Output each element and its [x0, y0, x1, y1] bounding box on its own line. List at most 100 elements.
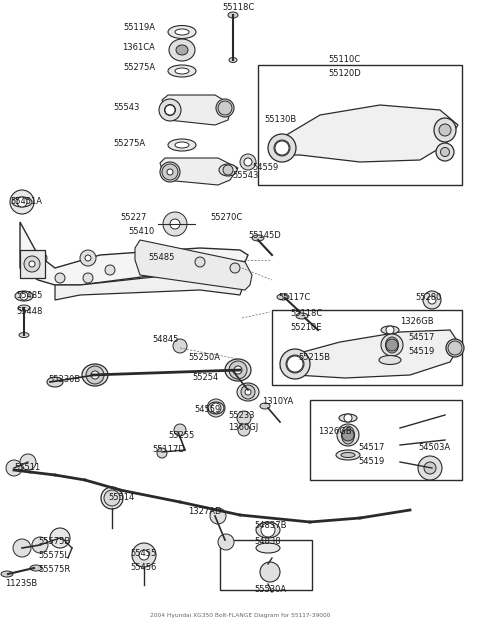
- Text: 1327AD: 1327AD: [188, 508, 221, 516]
- Text: 55514: 55514: [108, 494, 134, 502]
- Text: 55575L: 55575L: [38, 551, 69, 561]
- Text: 55275A: 55275A: [123, 64, 155, 72]
- Circle shape: [10, 190, 34, 214]
- Circle shape: [105, 265, 115, 275]
- Circle shape: [218, 534, 234, 550]
- Ellipse shape: [252, 235, 264, 241]
- Text: 55230B: 55230B: [48, 376, 80, 384]
- Text: 1360GJ: 1360GJ: [228, 424, 258, 432]
- Bar: [272, 310, 462, 385]
- Circle shape: [29, 261, 35, 267]
- Text: 55543: 55543: [232, 171, 258, 179]
- Circle shape: [163, 212, 187, 236]
- Text: 55119A: 55119A: [123, 24, 155, 32]
- Circle shape: [386, 339, 398, 351]
- Circle shape: [245, 389, 251, 395]
- Ellipse shape: [82, 364, 108, 386]
- Ellipse shape: [277, 294, 289, 300]
- Text: 55455: 55455: [130, 549, 156, 559]
- Circle shape: [86, 366, 104, 384]
- Ellipse shape: [439, 124, 451, 136]
- Ellipse shape: [434, 118, 456, 142]
- Ellipse shape: [229, 58, 237, 63]
- Ellipse shape: [381, 334, 403, 356]
- Circle shape: [55, 273, 65, 283]
- Circle shape: [104, 490, 120, 506]
- Text: 55117C: 55117C: [278, 294, 310, 302]
- Circle shape: [207, 399, 225, 417]
- Ellipse shape: [336, 450, 360, 460]
- Polygon shape: [135, 240, 252, 290]
- Circle shape: [448, 341, 462, 355]
- Ellipse shape: [379, 356, 401, 364]
- Text: 55485: 55485: [148, 254, 174, 262]
- Circle shape: [423, 291, 441, 309]
- Ellipse shape: [436, 143, 454, 161]
- Ellipse shape: [341, 452, 355, 458]
- Circle shape: [261, 523, 275, 537]
- Circle shape: [344, 414, 352, 422]
- Circle shape: [234, 366, 242, 374]
- Ellipse shape: [175, 29, 189, 35]
- Circle shape: [244, 158, 252, 166]
- Circle shape: [162, 164, 178, 180]
- Circle shape: [240, 154, 256, 170]
- Bar: [258, 65, 462, 185]
- Circle shape: [91, 371, 99, 379]
- Text: 55575B: 55575B: [38, 538, 70, 546]
- Ellipse shape: [175, 68, 189, 74]
- Circle shape: [229, 361, 247, 379]
- Circle shape: [218, 101, 232, 115]
- Circle shape: [173, 339, 187, 353]
- Ellipse shape: [219, 164, 237, 176]
- Text: 54837B: 54837B: [254, 521, 287, 531]
- Ellipse shape: [237, 383, 259, 401]
- Polygon shape: [20, 222, 248, 285]
- Text: 54838: 54838: [254, 538, 281, 546]
- Circle shape: [50, 528, 70, 548]
- Circle shape: [24, 256, 40, 272]
- Text: 55280: 55280: [415, 294, 442, 302]
- Circle shape: [287, 356, 303, 372]
- Bar: [310, 400, 462, 480]
- Ellipse shape: [268, 134, 296, 162]
- Ellipse shape: [169, 39, 195, 61]
- Ellipse shape: [30, 565, 42, 571]
- Ellipse shape: [168, 65, 196, 77]
- Ellipse shape: [168, 26, 196, 39]
- Bar: [20, 250, 45, 278]
- Circle shape: [32, 537, 48, 553]
- Ellipse shape: [337, 424, 359, 446]
- Text: 54559: 54559: [194, 406, 220, 414]
- Text: 55118C: 55118C: [222, 4, 254, 12]
- Circle shape: [174, 424, 186, 436]
- Ellipse shape: [208, 402, 224, 414]
- Ellipse shape: [280, 349, 310, 379]
- Text: 54517: 54517: [408, 334, 434, 342]
- Ellipse shape: [441, 148, 449, 156]
- Text: 55511: 55511: [14, 464, 40, 472]
- Text: 55410: 55410: [128, 228, 154, 236]
- Polygon shape: [162, 95, 232, 125]
- Circle shape: [157, 448, 167, 458]
- Text: 55117D: 55117D: [152, 446, 185, 454]
- Ellipse shape: [286, 355, 304, 373]
- Circle shape: [80, 250, 96, 266]
- Circle shape: [241, 385, 255, 399]
- Ellipse shape: [159, 99, 181, 121]
- Ellipse shape: [47, 377, 63, 387]
- Ellipse shape: [256, 543, 280, 553]
- Text: 55451A: 55451A: [10, 198, 42, 206]
- Ellipse shape: [176, 45, 188, 55]
- Text: 55485: 55485: [16, 291, 42, 299]
- Polygon shape: [55, 262, 245, 300]
- Text: 55255: 55255: [168, 431, 194, 439]
- Text: 55575R: 55575R: [38, 566, 70, 574]
- Ellipse shape: [165, 104, 176, 116]
- Ellipse shape: [256, 522, 280, 538]
- Circle shape: [275, 141, 289, 155]
- Text: 55456: 55456: [130, 564, 156, 572]
- Circle shape: [223, 165, 233, 175]
- Text: 1123SB: 1123SB: [5, 579, 37, 589]
- Circle shape: [83, 273, 93, 283]
